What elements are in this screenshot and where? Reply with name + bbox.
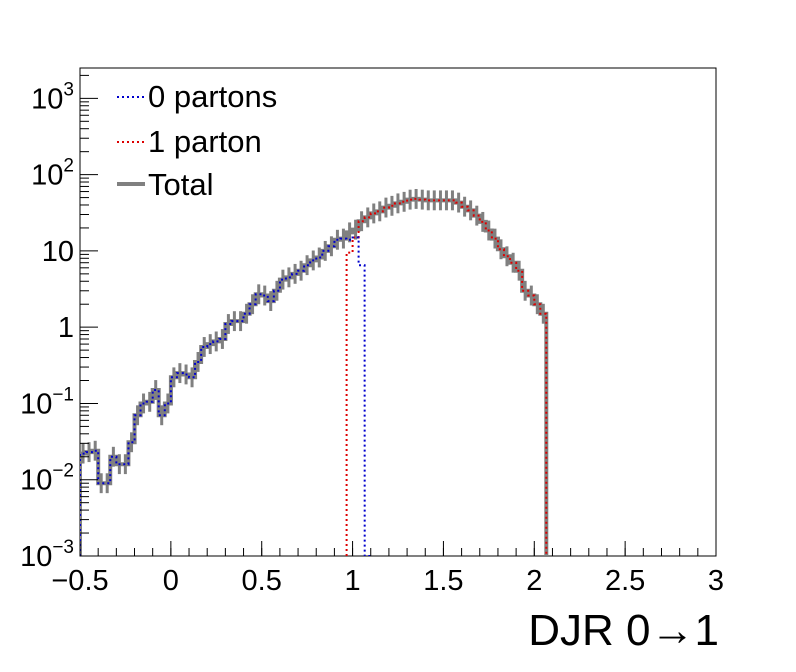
x-axis-label: DJR 0→1 (528, 606, 719, 655)
x-tick-label: 0 (163, 565, 179, 597)
y-tick-label: 10 (42, 236, 74, 268)
y-tick-label: 10−2 (20, 461, 74, 497)
legend-label-0-partons: 0 partons (148, 79, 277, 114)
legend-label-total: Total (148, 167, 213, 202)
y-tick-label: 10−1 (20, 384, 74, 420)
plot-frame (79, 67, 717, 557)
y-tick-label: 102 (31, 156, 74, 192)
y-tick-label: 10−3 (20, 537, 74, 573)
axis-layer: −0.5 0 0.5 1 1.5 2 2.5 3 10−3 10−2 10−1 1 10 102 103 (20, 74, 724, 597)
x-tick-label: −0.5 (51, 565, 108, 597)
x-tick-label: 0.5 (242, 565, 282, 597)
y-tick-label: 103 (31, 79, 74, 115)
x-tick-label: 1 (345, 565, 361, 597)
histogram-line (345, 197, 548, 556)
x-tick-label: 2 (526, 565, 542, 597)
series-1-parton (345, 197, 548, 556)
x-tick-label: 3 (708, 565, 724, 597)
legend: 0 partons 1 parton Total (117, 79, 277, 202)
series-layer (80, 188, 549, 556)
legend-label-1-parton: 1 parton (148, 124, 262, 159)
y-tick-label: 1 (58, 312, 74, 344)
x-tick-label: 2.5 (605, 565, 645, 597)
x-tick-label: 1.5 (423, 565, 463, 597)
